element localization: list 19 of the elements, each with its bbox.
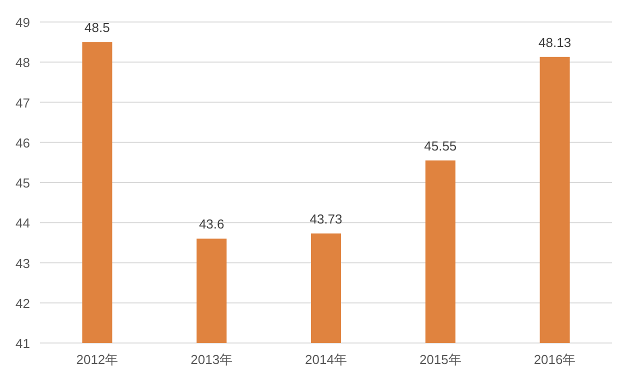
y-tick-label: 44 <box>16 216 30 231</box>
y-tick-label: 43 <box>16 256 30 271</box>
x-tick-label: 2012年 <box>76 352 118 367</box>
y-tick-label: 48 <box>16 55 30 70</box>
y-tick-label: 46 <box>16 135 30 150</box>
data-label: 43.6 <box>198 216 224 232</box>
data-label: 48.13 <box>538 34 572 50</box>
data-label: 45.55 <box>424 138 457 154</box>
x-tick-label: 2016年 <box>534 352 576 367</box>
data-label: 48.5 <box>84 20 110 36</box>
y-tick-label: 42 <box>16 296 30 311</box>
y-tick-label: 47 <box>16 95 30 110</box>
data-label: 43.73 <box>310 211 342 226</box>
x-tick-label: 2014年 <box>305 352 347 367</box>
x-tick-label: 2015年 <box>419 352 462 367</box>
y-tick-label: 41 <box>16 336 30 351</box>
y-tick-label: 49 <box>16 15 30 30</box>
y-tick-label: 45 <box>16 176 30 190</box>
x-tick-label: 2013年 <box>190 352 233 367</box>
